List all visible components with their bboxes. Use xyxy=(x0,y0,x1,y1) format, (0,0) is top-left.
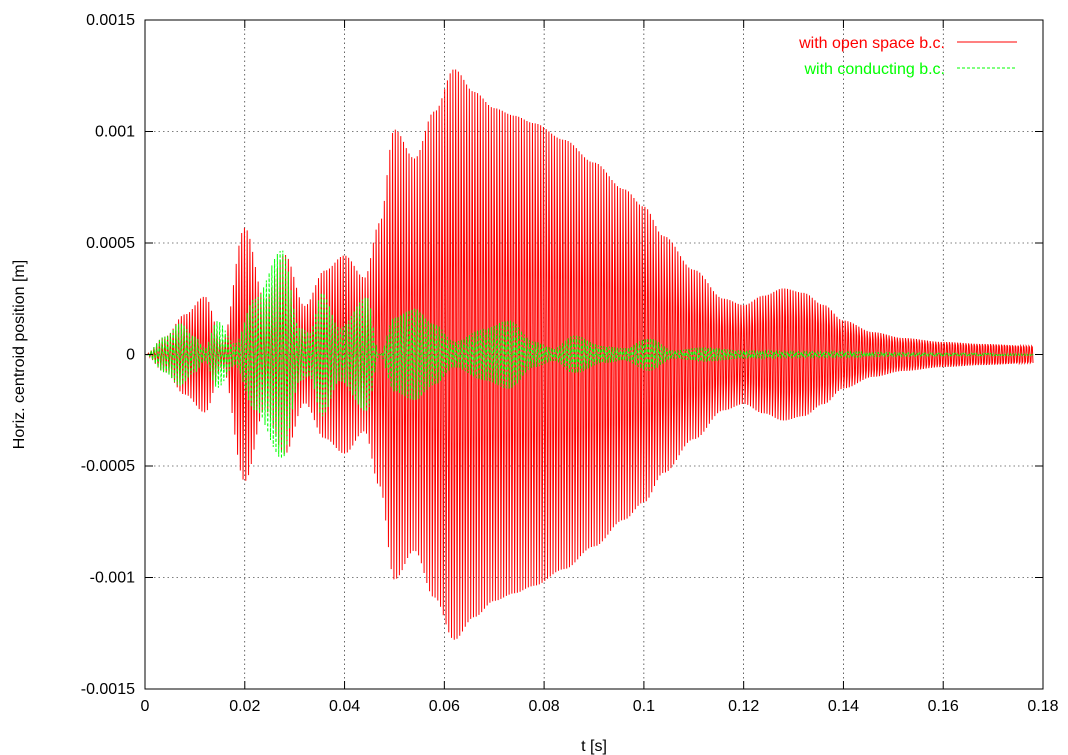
ticks xyxy=(144,19,1044,690)
legend-label-conducting: with conducting b.c. xyxy=(803,61,945,78)
series-conducting xyxy=(144,250,1034,459)
x-tick-label: 0.08 xyxy=(529,698,560,715)
y-tick-labels: -0.0015 -0.001 -0.0005 0 0.0005 0.001 0.0015 xyxy=(81,12,135,698)
x-tick-label: 0.18 xyxy=(1027,698,1058,715)
x-axis-label: t [s] xyxy=(581,738,607,755)
x-tick-label: 0.14 xyxy=(828,698,859,715)
x-tick-label: 0.12 xyxy=(728,698,759,715)
x-tick-label: 0.16 xyxy=(928,698,959,715)
y-tick-label: 0.0015 xyxy=(86,12,135,29)
y-tick-label: -0.0005 xyxy=(81,458,135,475)
x-tick-label: 0 xyxy=(141,698,150,715)
y-tick-label: -0.0015 xyxy=(81,681,135,698)
y-tick-label: 0 xyxy=(126,347,135,364)
x-tick-labels: 0 0.02 0.04 0.06 0.08 0.1 0.12 0.14 0.16 0.18 xyxy=(141,698,1059,715)
y-tick-label: 0.001 xyxy=(95,124,135,141)
series-layer xyxy=(144,69,1034,640)
legend-label-open-space: with open space b.c. xyxy=(798,35,945,52)
y-tick-label: 0.0005 xyxy=(86,235,135,252)
x-tick-label: 0.06 xyxy=(429,698,460,715)
y-tick-label: -0.001 xyxy=(90,570,135,587)
x-tick-label: 0.04 xyxy=(329,698,360,715)
legend: with open space b.c. with conducting b.c… xyxy=(798,35,1017,78)
x-tick-label: 0.02 xyxy=(229,698,260,715)
y-axis-label: Horiz. centroid position [m] xyxy=(11,260,28,449)
x-tick-label: 0.1 xyxy=(633,698,655,715)
